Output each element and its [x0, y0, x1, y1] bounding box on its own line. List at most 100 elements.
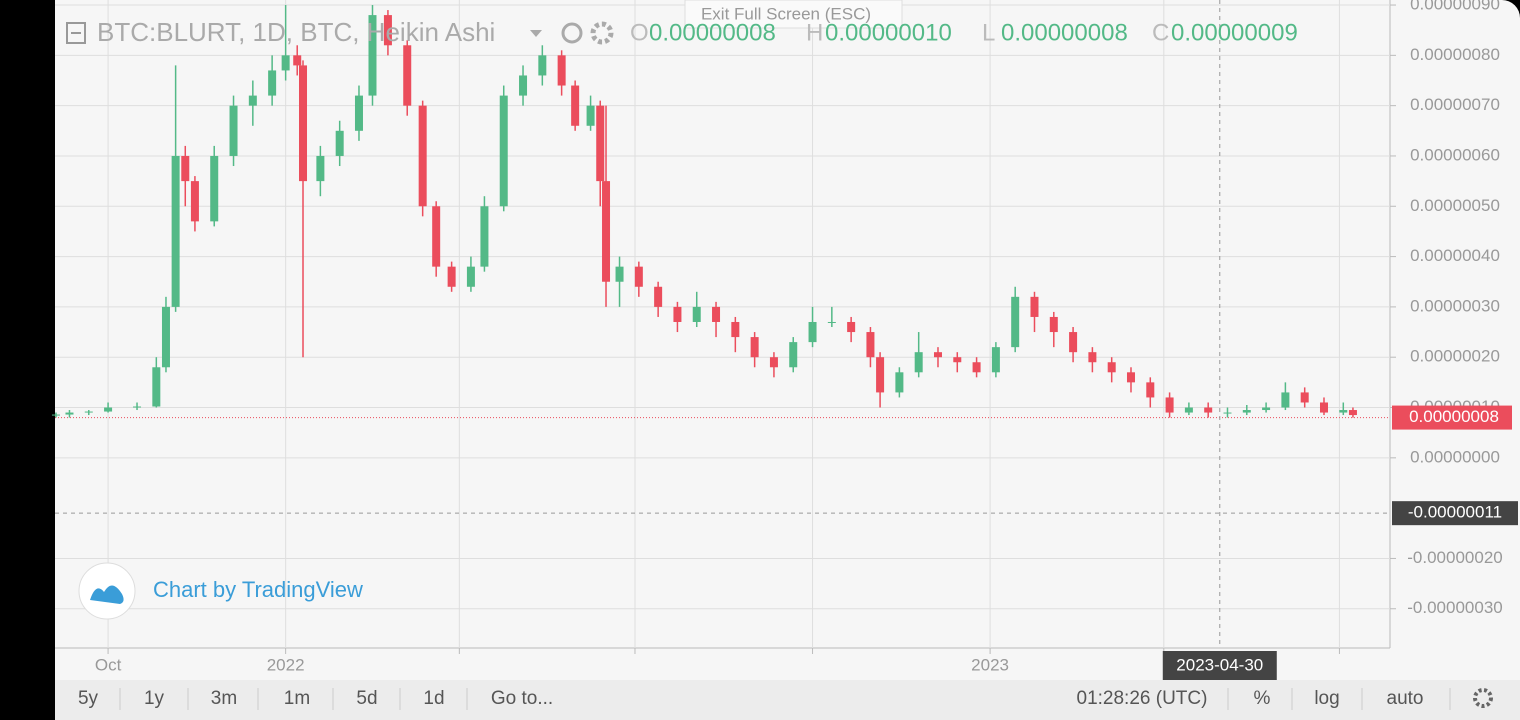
candle-body [538, 55, 547, 76]
y-tick-label: 0.00000050 [1410, 196, 1500, 215]
candle-body [1300, 392, 1309, 403]
candle-body [712, 306, 721, 322]
candle-body [229, 105, 238, 156]
candle-body [596, 105, 605, 182]
collapse-icon[interactable] [66, 22, 86, 44]
y-tick-label: -0.00000030 [1407, 598, 1502, 617]
goto-button[interactable]: Go to... [491, 688, 553, 709]
range-button[interactable]: 1m [284, 688, 310, 709]
last-price-tag [1392, 405, 1512, 430]
candle-body [972, 362, 981, 373]
legend-key: O [630, 19, 649, 46]
range-button[interactable]: 5d [356, 688, 377, 709]
y-tick-label: 0.00000020 [1410, 347, 1500, 366]
y-tick-label: 0.00000040 [1410, 246, 1500, 265]
legend-key: H [806, 19, 823, 46]
candle-body [895, 372, 904, 393]
candle-body [281, 55, 290, 71]
candle-body [1339, 410, 1348, 413]
candle-body [933, 352, 942, 358]
range-button[interactable]: 1y [144, 688, 165, 709]
candle-body [1049, 316, 1058, 333]
candle-body [383, 15, 392, 46]
candle-body [133, 406, 142, 408]
candle-body [432, 206, 441, 267]
candle-body [876, 357, 885, 393]
clock: 01:28:26 (UTC) [1077, 688, 1208, 709]
logo-cloud [90, 585, 124, 604]
candle-body [750, 337, 759, 358]
candle-body [104, 407, 113, 412]
candle-body [418, 105, 427, 207]
candle-body [190, 181, 199, 222]
candle-body [1242, 410, 1251, 413]
candle-body [1348, 410, 1357, 416]
legend-value: 0.00000010 [825, 19, 952, 46]
candle-body [499, 95, 508, 207]
candle-body [293, 55, 302, 66]
candle-body [1011, 296, 1020, 348]
app-edge [55, 0, 85, 720]
crosshair-x-tag [1162, 651, 1277, 680]
auto-toggle[interactable]: auto [1387, 688, 1424, 709]
app-background [55, 0, 1520, 720]
exit-button[interactable] [684, 0, 903, 29]
toolbar: 01:28:26 (UTC) % log auto Go to... 5y 1y 3… [78, 688, 1493, 710]
crosshair-y-tag [1392, 501, 1518, 526]
exit-button-label[interactable]: Exit Full Screen (ESC) [701, 4, 871, 23]
grid [55, 0, 1396, 654]
y-tick-label: 0.00000030 [1410, 296, 1500, 315]
percent-toggle[interactable]: % [1254, 688, 1271, 709]
y-tick-label: 0.00000090 [1410, 0, 1500, 14]
watermark[interactable]: Chart by TradingView [153, 577, 363, 602]
x-tick-label: 2023 [971, 655, 1009, 674]
candle-body [1030, 296, 1039, 317]
symbol-title[interactable]: BTC:BLURT, 1D, BTC, Heikin Ashi [97, 17, 495, 47]
x-tick-label: 2022 [267, 655, 305, 674]
candle-body [615, 266, 624, 282]
candle-body [1281, 392, 1290, 408]
range-button[interactable]: 5y [78, 688, 99, 709]
visibility-icon[interactable] [561, 22, 583, 44]
legend-value: 0.00000008 [649, 19, 776, 46]
candle-body [171, 155, 180, 307]
y-tick-label: 0.00000070 [1410, 95, 1500, 114]
range-button[interactable]: 3m [211, 688, 237, 709]
candle-body [466, 266, 475, 287]
candle-body [789, 342, 798, 368]
crosshair-x-label: 2023-04-30 [1176, 655, 1263, 674]
toolbar-settings[interactable] [1473, 688, 1493, 708]
candle-body [557, 55, 566, 86]
legend-value: 0.00000009 [1171, 19, 1298, 46]
screen-edge [0, 0, 55, 720]
settings-icon[interactable] [590, 21, 614, 45]
log-toggle[interactable]: log [1314, 688, 1339, 709]
candle-body [268, 70, 277, 96]
range-button[interactable]: 1d [423, 688, 444, 709]
candle-body [480, 206, 489, 267]
candles [51, 0, 1390, 648]
candle-body [731, 321, 740, 338]
candle-body [210, 155, 219, 222]
candle-body [248, 95, 257, 106]
legend-value: 0.00000008 [1001, 19, 1128, 46]
candle-body [316, 155, 325, 182]
candle-body [1088, 352, 1097, 363]
y-tick-label: 0.00000080 [1410, 45, 1500, 64]
candle-body [1262, 407, 1271, 411]
overlays: BTC:BLURT, 1D, BTC, Heikin Ashi Exit Ful… [66, 0, 1518, 680]
candle-body [368, 15, 377, 96]
candle-body [1069, 332, 1078, 353]
candle-body [1223, 412, 1232, 414]
candle-body [1146, 382, 1155, 398]
candle-body [586, 105, 595, 126]
candle-body [1165, 397, 1174, 413]
candle-body [161, 306, 170, 368]
candle-body [808, 321, 817, 343]
candle-body [634, 266, 643, 287]
candle-body [1204, 407, 1213, 413]
toolbar-background [55, 680, 1520, 720]
title-dropdown[interactable] [530, 30, 542, 37]
